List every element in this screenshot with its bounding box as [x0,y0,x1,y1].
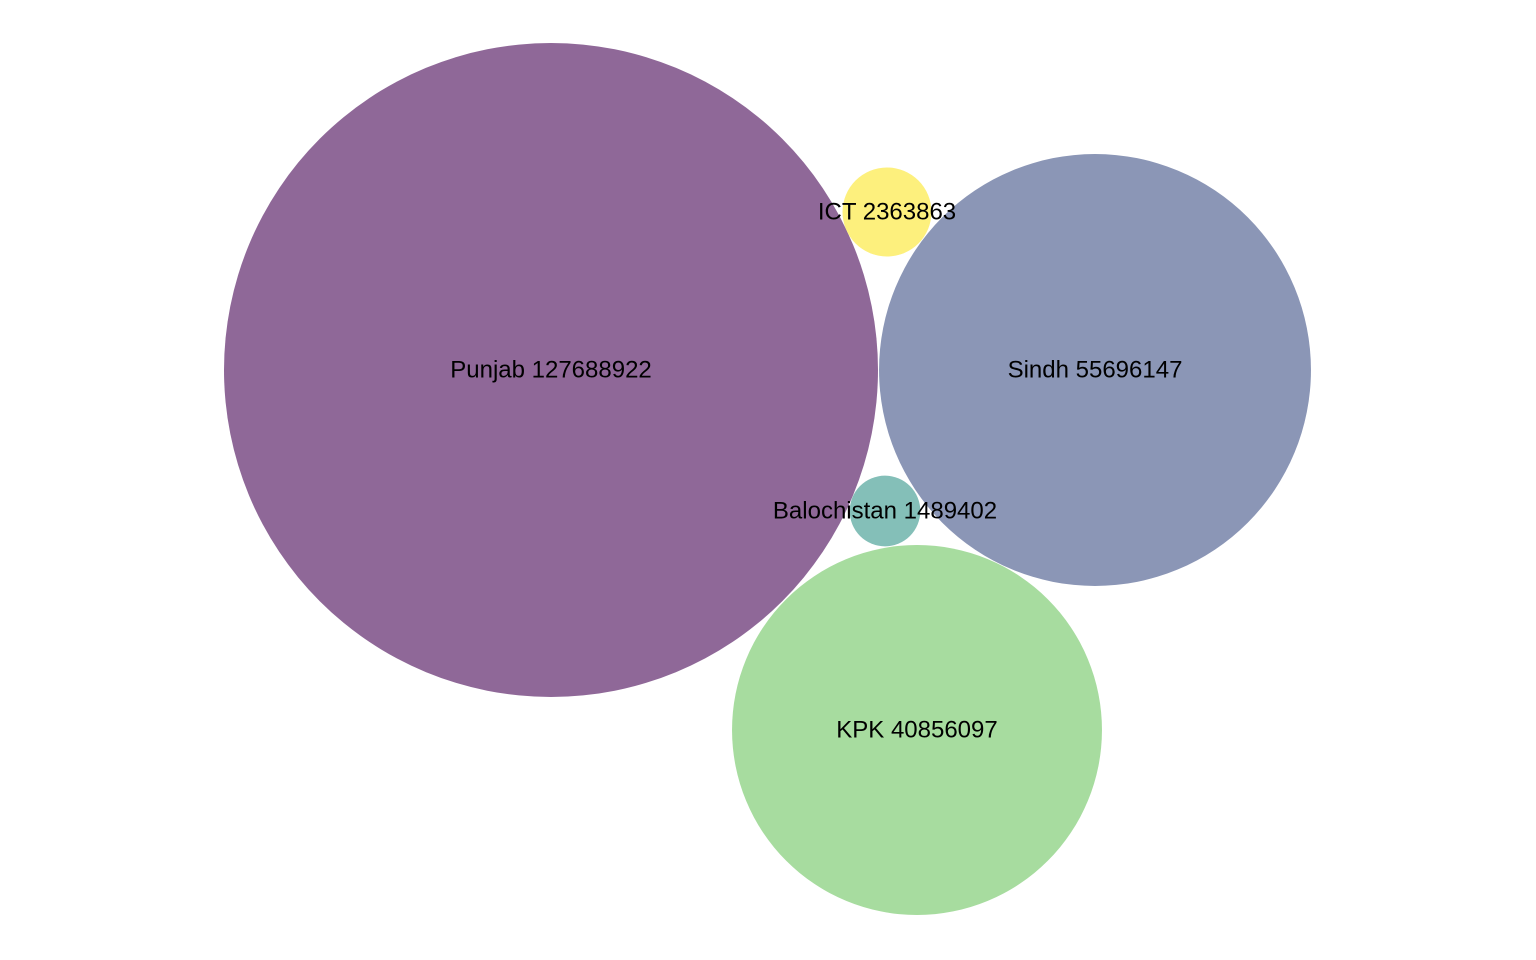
bubble-punjab [224,43,878,697]
bubbles-layer [224,43,1311,915]
bubble-sindh [879,154,1311,586]
bubble-label-balochistan: Balochistan 1489402 [773,497,997,524]
bubble-balochistan [849,475,921,547]
bubble-label-sindh: Sindh 55696147 [1008,356,1183,383]
labels-layer: Punjab 127688922 Sindh 55696147 KPK 408560… [450,198,1182,743]
bubble-kpk [732,545,1102,915]
bubble-label-punjab: Punjab 127688922 [450,356,652,383]
bubble-ict [842,167,932,257]
bubble-label-kpk: KPK 40856097 [836,716,997,743]
bubble-label-ict: ICT 2363863 [818,198,956,225]
